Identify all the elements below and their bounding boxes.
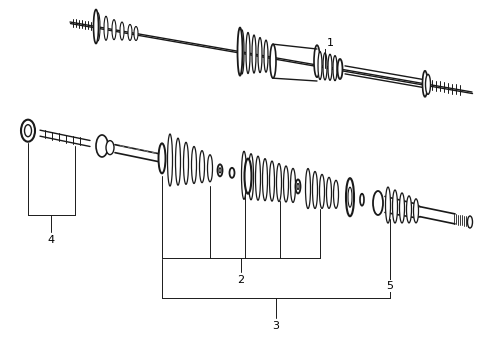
Ellipse shape	[270, 44, 276, 78]
Ellipse shape	[248, 154, 253, 200]
Ellipse shape	[104, 16, 108, 40]
Ellipse shape	[258, 37, 262, 73]
Ellipse shape	[422, 71, 427, 97]
Ellipse shape	[252, 35, 256, 73]
Ellipse shape	[219, 168, 221, 173]
Ellipse shape	[134, 27, 138, 40]
Ellipse shape	[245, 159, 251, 194]
Ellipse shape	[338, 59, 343, 79]
Ellipse shape	[270, 161, 274, 201]
Ellipse shape	[305, 168, 311, 208]
Ellipse shape	[112, 20, 116, 40]
Ellipse shape	[175, 138, 180, 185]
Ellipse shape	[360, 194, 364, 206]
Ellipse shape	[326, 177, 332, 208]
Ellipse shape	[291, 168, 295, 202]
Ellipse shape	[373, 191, 383, 215]
Ellipse shape	[242, 151, 246, 199]
Ellipse shape	[263, 159, 268, 201]
Ellipse shape	[207, 155, 213, 182]
Ellipse shape	[346, 178, 354, 216]
Ellipse shape	[24, 125, 31, 137]
Ellipse shape	[128, 24, 132, 40]
Ellipse shape	[333, 56, 337, 81]
Ellipse shape	[399, 193, 405, 223]
Text: 5: 5	[387, 281, 393, 291]
Ellipse shape	[407, 196, 412, 223]
Ellipse shape	[183, 142, 189, 184]
Ellipse shape	[414, 199, 418, 223]
Ellipse shape	[94, 9, 98, 44]
Text: 4: 4	[48, 235, 54, 245]
Ellipse shape	[318, 51, 322, 80]
Ellipse shape	[425, 74, 431, 94]
Ellipse shape	[192, 147, 196, 184]
Ellipse shape	[276, 163, 281, 202]
Ellipse shape	[168, 134, 172, 186]
Ellipse shape	[467, 216, 472, 228]
Ellipse shape	[334, 180, 339, 208]
Ellipse shape	[240, 30, 244, 74]
Ellipse shape	[314, 45, 320, 77]
Ellipse shape	[386, 187, 391, 223]
Ellipse shape	[313, 171, 318, 208]
Ellipse shape	[328, 54, 332, 80]
Ellipse shape	[264, 40, 268, 72]
Ellipse shape	[96, 135, 108, 157]
Ellipse shape	[348, 187, 352, 207]
Ellipse shape	[238, 28, 243, 76]
Text: 3: 3	[272, 321, 279, 331]
Text: 2: 2	[238, 275, 245, 285]
Ellipse shape	[323, 53, 327, 80]
Ellipse shape	[218, 165, 222, 176]
Text: 1: 1	[326, 38, 334, 48]
Ellipse shape	[319, 175, 324, 208]
Ellipse shape	[96, 13, 100, 41]
Ellipse shape	[297, 184, 299, 189]
Ellipse shape	[284, 166, 289, 202]
Ellipse shape	[255, 156, 261, 200]
Ellipse shape	[246, 32, 250, 73]
Ellipse shape	[199, 150, 204, 183]
Ellipse shape	[295, 180, 300, 193]
Ellipse shape	[120, 22, 124, 40]
Ellipse shape	[392, 190, 397, 223]
Ellipse shape	[158, 143, 166, 174]
Ellipse shape	[21, 120, 35, 142]
Ellipse shape	[106, 141, 114, 155]
Ellipse shape	[229, 168, 235, 178]
